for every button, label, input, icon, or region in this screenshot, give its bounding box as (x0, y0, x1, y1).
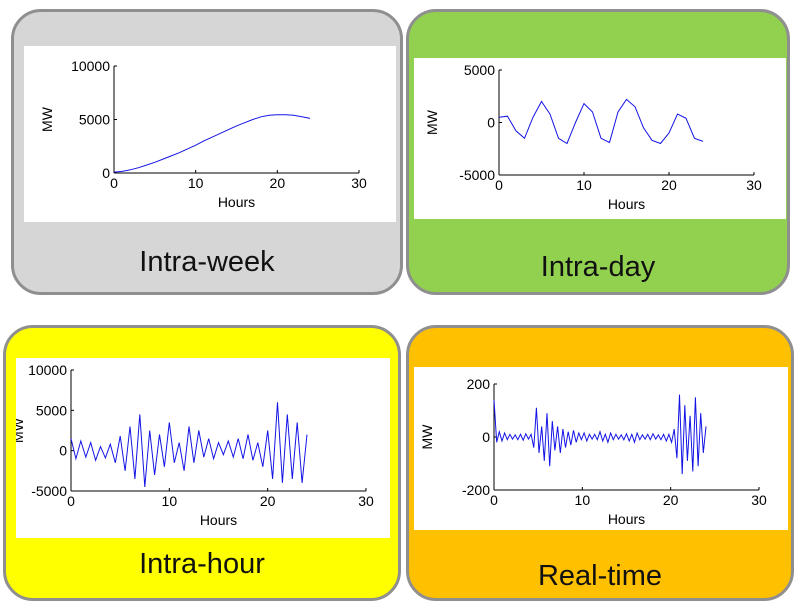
y-axis-label: MW (39, 106, 55, 132)
x-tick-label: 10 (576, 177, 592, 193)
series-line (70, 402, 308, 488)
x-tick-label: 0 (490, 492, 498, 508)
x-tick-label: 10 (162, 493, 178, 509)
caption-real-time: Real-time (537, 560, 663, 592)
series-line (113, 114, 311, 173)
plot-area: 0 10 20 30 0 5000 10000 Hours MW (24, 46, 396, 222)
x-tick-label: 20 (663, 492, 679, 508)
y-tick-label: 5000 (79, 112, 110, 128)
x-tick-label: 20 (270, 175, 286, 191)
x-tick-label: 10 (575, 492, 591, 508)
x-tick-label: 30 (358, 493, 374, 509)
intra-week-chart: 0 10 20 30 0 5000 10000 Hours MW (39, 58, 367, 210)
y-tick-label: -200 (462, 482, 490, 498)
x-axis-label: Hours (608, 196, 645, 212)
y-tick-label: 10000 (71, 58, 110, 74)
y-tick-label: 0 (59, 443, 67, 459)
plot-area: 0 10 20 30 -200 0 200 Hours MW (414, 367, 788, 530)
x-tick-label: 0 (110, 175, 118, 191)
x-tick-label: 30 (351, 175, 367, 191)
y-tick-label: 200 (467, 376, 491, 392)
x-axis-label: Hours (608, 511, 645, 527)
x-axis-label: Hours (200, 512, 237, 528)
caption-intra-hour: Intra-hour (139, 548, 265, 580)
caption-intra-day: Intra-day (540, 251, 656, 283)
x-axis-label: Hours (218, 194, 255, 210)
y-axis-label: MW (16, 417, 26, 443)
x-tick-label: 0 (67, 493, 75, 509)
series-line (493, 394, 707, 475)
caption-intra-week: Intra-week (139, 246, 275, 278)
x-tick-label: 30 (746, 177, 762, 193)
y-tick-label: 0 (102, 165, 110, 181)
y-tick-label: -5000 (31, 483, 67, 499)
x-tick-label: 10 (188, 175, 204, 191)
y-tick-label: 0 (482, 429, 490, 445)
plot-area: 0 10 20 30 -5000 0 5000 Hours MW (414, 58, 786, 219)
x-tick-label: 0 (495, 177, 503, 193)
x-tick-label: 30 (751, 492, 767, 508)
y-tick-label: 10000 (28, 362, 67, 378)
panel-real-time: 0 10 20 30 -200 0 200 Hours MW Real-time (406, 325, 794, 601)
y-tick-label: 5000 (464, 62, 495, 78)
panel-intra-week: 0 10 20 30 0 5000 10000 Hours MW Intra-week (11, 9, 403, 295)
x-tick-label: 20 (661, 177, 677, 193)
x-tick-label: 20 (260, 493, 276, 509)
plot-area: 0 10 20 30 -5000 0 5000 10000 Hours MW (16, 358, 390, 538)
panel-intra-day: 0 10 20 30 -5000 0 5000 Hours MW Intra-day (406, 9, 790, 295)
y-tick-label: -5000 (459, 167, 495, 183)
y-axis-label: MW (419, 424, 435, 450)
y-tick-label: 5000 (36, 402, 67, 418)
y-axis-label: MW (424, 109, 440, 135)
panel-intra-hour: 0 10 20 30 -5000 0 5000 10000 Hours MW Intra-hour (3, 325, 401, 601)
series-line (498, 98, 704, 145)
y-tick-label: 0 (487, 115, 495, 131)
